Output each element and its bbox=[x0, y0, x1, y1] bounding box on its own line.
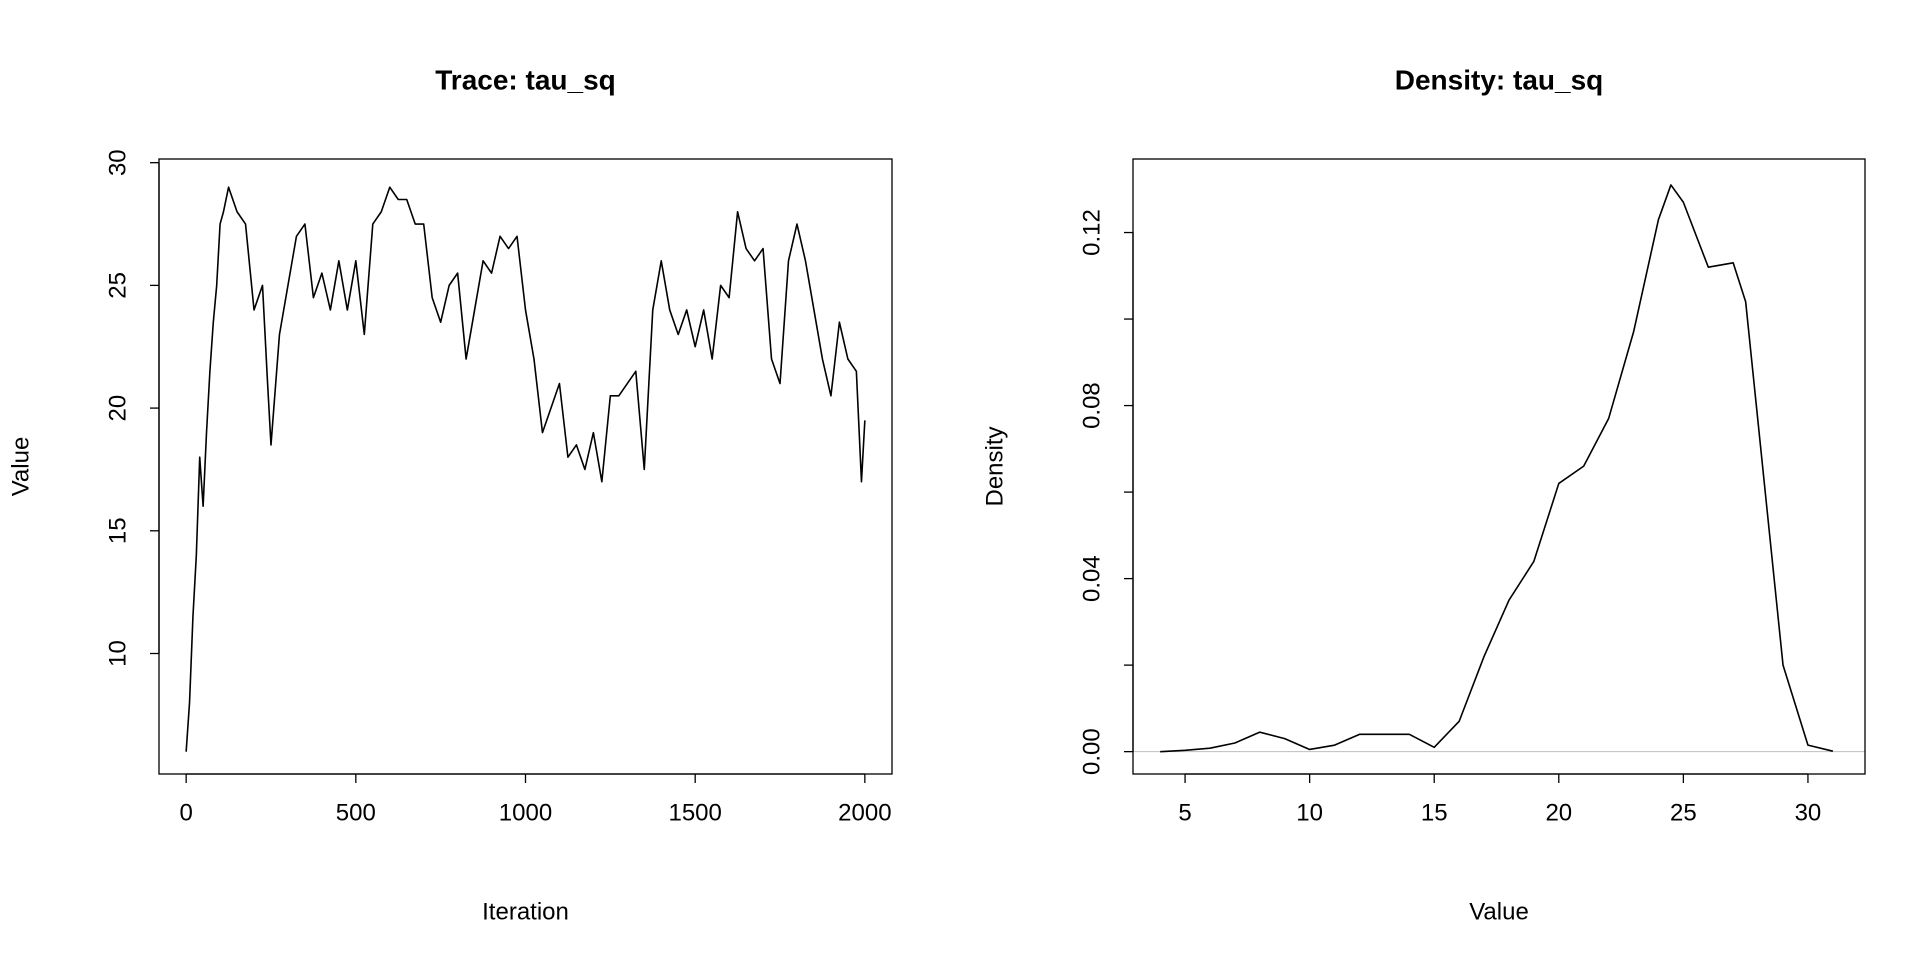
y-tick-label: 0.12 bbox=[1078, 209, 1105, 256]
x-tick-label: 0 bbox=[179, 799, 192, 826]
data-line bbox=[1160, 184, 1834, 753]
y-tick-label: 0.08 bbox=[1078, 382, 1105, 429]
y-axis-label: Density bbox=[981, 426, 1008, 506]
x-tick-label: 1000 bbox=[499, 799, 552, 826]
x-tick-label: 5 bbox=[1178, 799, 1191, 826]
y-tick-label: 10 bbox=[104, 640, 131, 667]
chart-title: Density: tau_sq bbox=[1395, 64, 1604, 95]
x-axis-label: Iteration bbox=[482, 898, 569, 925]
x-tick-label: 10 bbox=[1296, 799, 1323, 826]
y-tick-label: 25 bbox=[104, 272, 131, 299]
y-tick-label: 30 bbox=[104, 149, 131, 176]
y-axis-label: Value bbox=[7, 437, 34, 497]
x-tick-label: 1500 bbox=[668, 799, 721, 826]
x-tick-label: 15 bbox=[1421, 799, 1448, 826]
y-tick-label: 0.04 bbox=[1078, 555, 1105, 602]
y-tick-label: 20 bbox=[104, 395, 131, 422]
x-tick-label: 30 bbox=[1795, 799, 1822, 826]
plot-frame bbox=[158, 158, 893, 775]
y-tick-label: 0.00 bbox=[1078, 728, 1105, 775]
plot-frame bbox=[1132, 158, 1866, 775]
x-axis-label: Value bbox=[1469, 898, 1529, 925]
y-tick-label: 15 bbox=[104, 517, 131, 544]
x-tick-label: 500 bbox=[336, 799, 376, 826]
x-tick-label: 2000 bbox=[838, 799, 891, 826]
x-tick-label: 25 bbox=[1670, 799, 1697, 826]
chart-title: Trace: tau_sq bbox=[435, 64, 616, 95]
data-line bbox=[185, 186, 866, 752]
x-tick-label: 20 bbox=[1545, 799, 1572, 826]
